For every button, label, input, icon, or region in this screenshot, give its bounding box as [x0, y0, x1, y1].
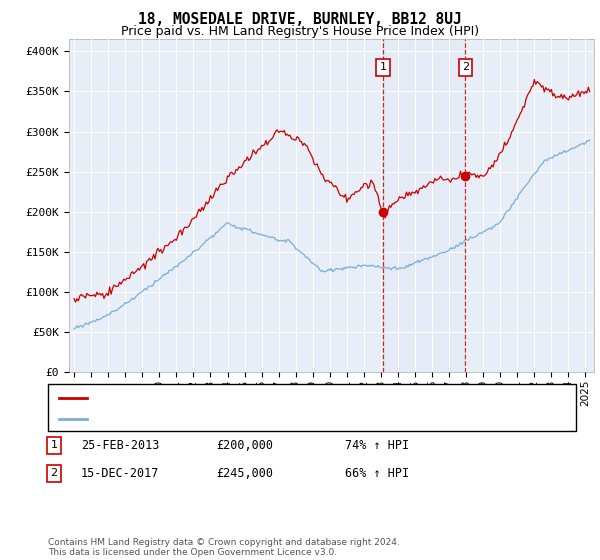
Text: 1: 1: [379, 62, 386, 72]
Text: £245,000: £245,000: [216, 466, 273, 480]
Text: £200,000: £200,000: [216, 438, 273, 452]
Text: HPI: Average price, detached house, Burnley: HPI: Average price, detached house, Burn…: [93, 414, 326, 424]
Text: 2: 2: [462, 62, 469, 72]
Text: 66% ↑ HPI: 66% ↑ HPI: [345, 466, 409, 480]
Text: 15-DEC-2017: 15-DEC-2017: [81, 466, 160, 480]
Text: 18, MOSEDALE DRIVE, BURNLEY, BB12 8UJ (detached house): 18, MOSEDALE DRIVE, BURNLEY, BB12 8UJ (d…: [93, 393, 409, 403]
Bar: [383, 39, 466, 372]
Text: 1: 1: [50, 440, 58, 450]
Text: Contains HM Land Registry data © Crown copyright and database right 2024.
This d: Contains HM Land Registry data © Crown c…: [48, 538, 400, 557]
Text: 18, MOSEDALE DRIVE, BURNLEY, BB12 8UJ: 18, MOSEDALE DRIVE, BURNLEY, BB12 8UJ: [138, 12, 462, 27]
Text: 25-FEB-2013: 25-FEB-2013: [81, 438, 160, 452]
Text: 74% ↑ HPI: 74% ↑ HPI: [345, 438, 409, 452]
Text: Price paid vs. HM Land Registry's House Price Index (HPI): Price paid vs. HM Land Registry's House …: [121, 25, 479, 38]
Text: 2: 2: [50, 468, 58, 478]
